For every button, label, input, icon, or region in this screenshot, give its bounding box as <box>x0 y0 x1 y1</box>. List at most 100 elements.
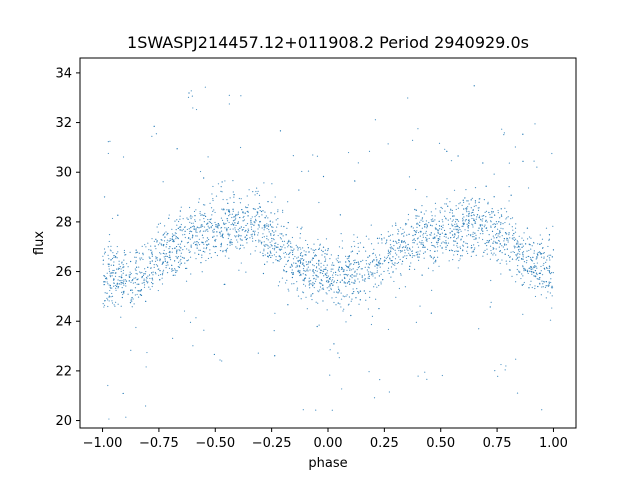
data-point <box>189 230 191 233</box>
data-point <box>172 269 174 272</box>
data-point <box>133 277 135 279</box>
data-point <box>275 246 277 248</box>
data-point <box>459 202 461 204</box>
data-point <box>297 249 299 251</box>
data-point <box>541 286 543 288</box>
data-point <box>179 229 181 231</box>
data-point <box>431 225 433 227</box>
data-point <box>190 222 193 224</box>
data-point <box>152 274 154 276</box>
data-point <box>528 267 530 269</box>
data-point <box>499 230 501 232</box>
data-point <box>332 268 334 270</box>
data-point <box>367 256 369 258</box>
data-point <box>552 271 554 274</box>
data-point <box>343 296 345 298</box>
data-point <box>270 256 272 259</box>
data-point <box>262 272 265 275</box>
data-point <box>522 239 525 241</box>
data-point <box>108 265 110 267</box>
data-point <box>533 262 535 265</box>
data-point <box>329 277 332 279</box>
data-point <box>291 269 293 271</box>
data-point <box>256 192 258 195</box>
data-point <box>114 301 117 303</box>
x-tick-label: 0.25 <box>370 436 399 451</box>
data-point <box>168 256 170 259</box>
chart-title: 1SWASPJ214457.12+011908.2 Period 2940929… <box>127 33 529 52</box>
data-point <box>165 231 167 233</box>
data-point <box>313 283 316 285</box>
data-point <box>517 257 519 259</box>
data-point <box>364 292 367 294</box>
data-point <box>505 365 507 367</box>
data-point <box>482 162 484 164</box>
data-point <box>499 217 501 219</box>
data-point <box>339 274 341 276</box>
data-point <box>522 160 524 162</box>
data-point <box>473 218 475 220</box>
data-point <box>203 217 205 220</box>
data-point <box>302 262 304 264</box>
data-point <box>144 268 146 270</box>
data-point <box>391 262 393 264</box>
data-point <box>285 234 287 236</box>
data-point <box>206 240 208 242</box>
data-point <box>257 207 259 210</box>
data-point <box>264 223 266 226</box>
data-point <box>263 244 265 246</box>
data-point <box>267 201 269 203</box>
data-point <box>148 249 150 251</box>
data-point <box>343 276 346 278</box>
data-point <box>392 264 394 266</box>
data-point <box>314 254 317 256</box>
data-point <box>552 225 554 227</box>
data-point <box>330 270 332 272</box>
data-point <box>330 288 332 291</box>
data-point <box>376 264 379 266</box>
data-point <box>510 251 512 253</box>
data-point <box>508 162 510 164</box>
data-point <box>534 295 537 298</box>
data-point <box>171 248 174 250</box>
data-point <box>166 272 169 274</box>
data-point <box>500 223 502 226</box>
data-point <box>300 261 302 264</box>
data-point <box>430 211 432 213</box>
data-point <box>352 268 354 270</box>
data-point <box>475 234 477 236</box>
data-point <box>257 234 259 236</box>
data-point <box>287 260 289 263</box>
data-point <box>479 218 482 220</box>
data-point <box>468 222 470 224</box>
data-point <box>226 247 229 249</box>
data-point <box>247 211 249 214</box>
data-point <box>474 187 477 189</box>
data-point <box>190 217 192 220</box>
data-point <box>138 252 140 254</box>
data-point <box>347 273 349 276</box>
data-point <box>255 239 257 242</box>
data-point <box>202 237 204 239</box>
data-point <box>542 252 544 255</box>
data-point <box>455 218 457 220</box>
data-point <box>190 214 192 217</box>
data-point <box>440 206 442 209</box>
data-point <box>396 247 399 249</box>
data-point <box>237 211 240 213</box>
data-point <box>158 268 160 270</box>
data-point <box>128 276 130 278</box>
data-point <box>108 263 110 265</box>
data-point <box>401 241 403 243</box>
data-point <box>257 213 259 215</box>
data-point <box>542 283 544 285</box>
data-point <box>203 243 205 245</box>
data-point <box>275 219 277 221</box>
data-point <box>432 218 434 220</box>
data-point <box>352 282 354 284</box>
data-point <box>416 222 418 224</box>
data-point <box>157 223 160 225</box>
data-point <box>155 258 157 260</box>
data-point <box>494 223 497 225</box>
data-point <box>351 298 353 300</box>
